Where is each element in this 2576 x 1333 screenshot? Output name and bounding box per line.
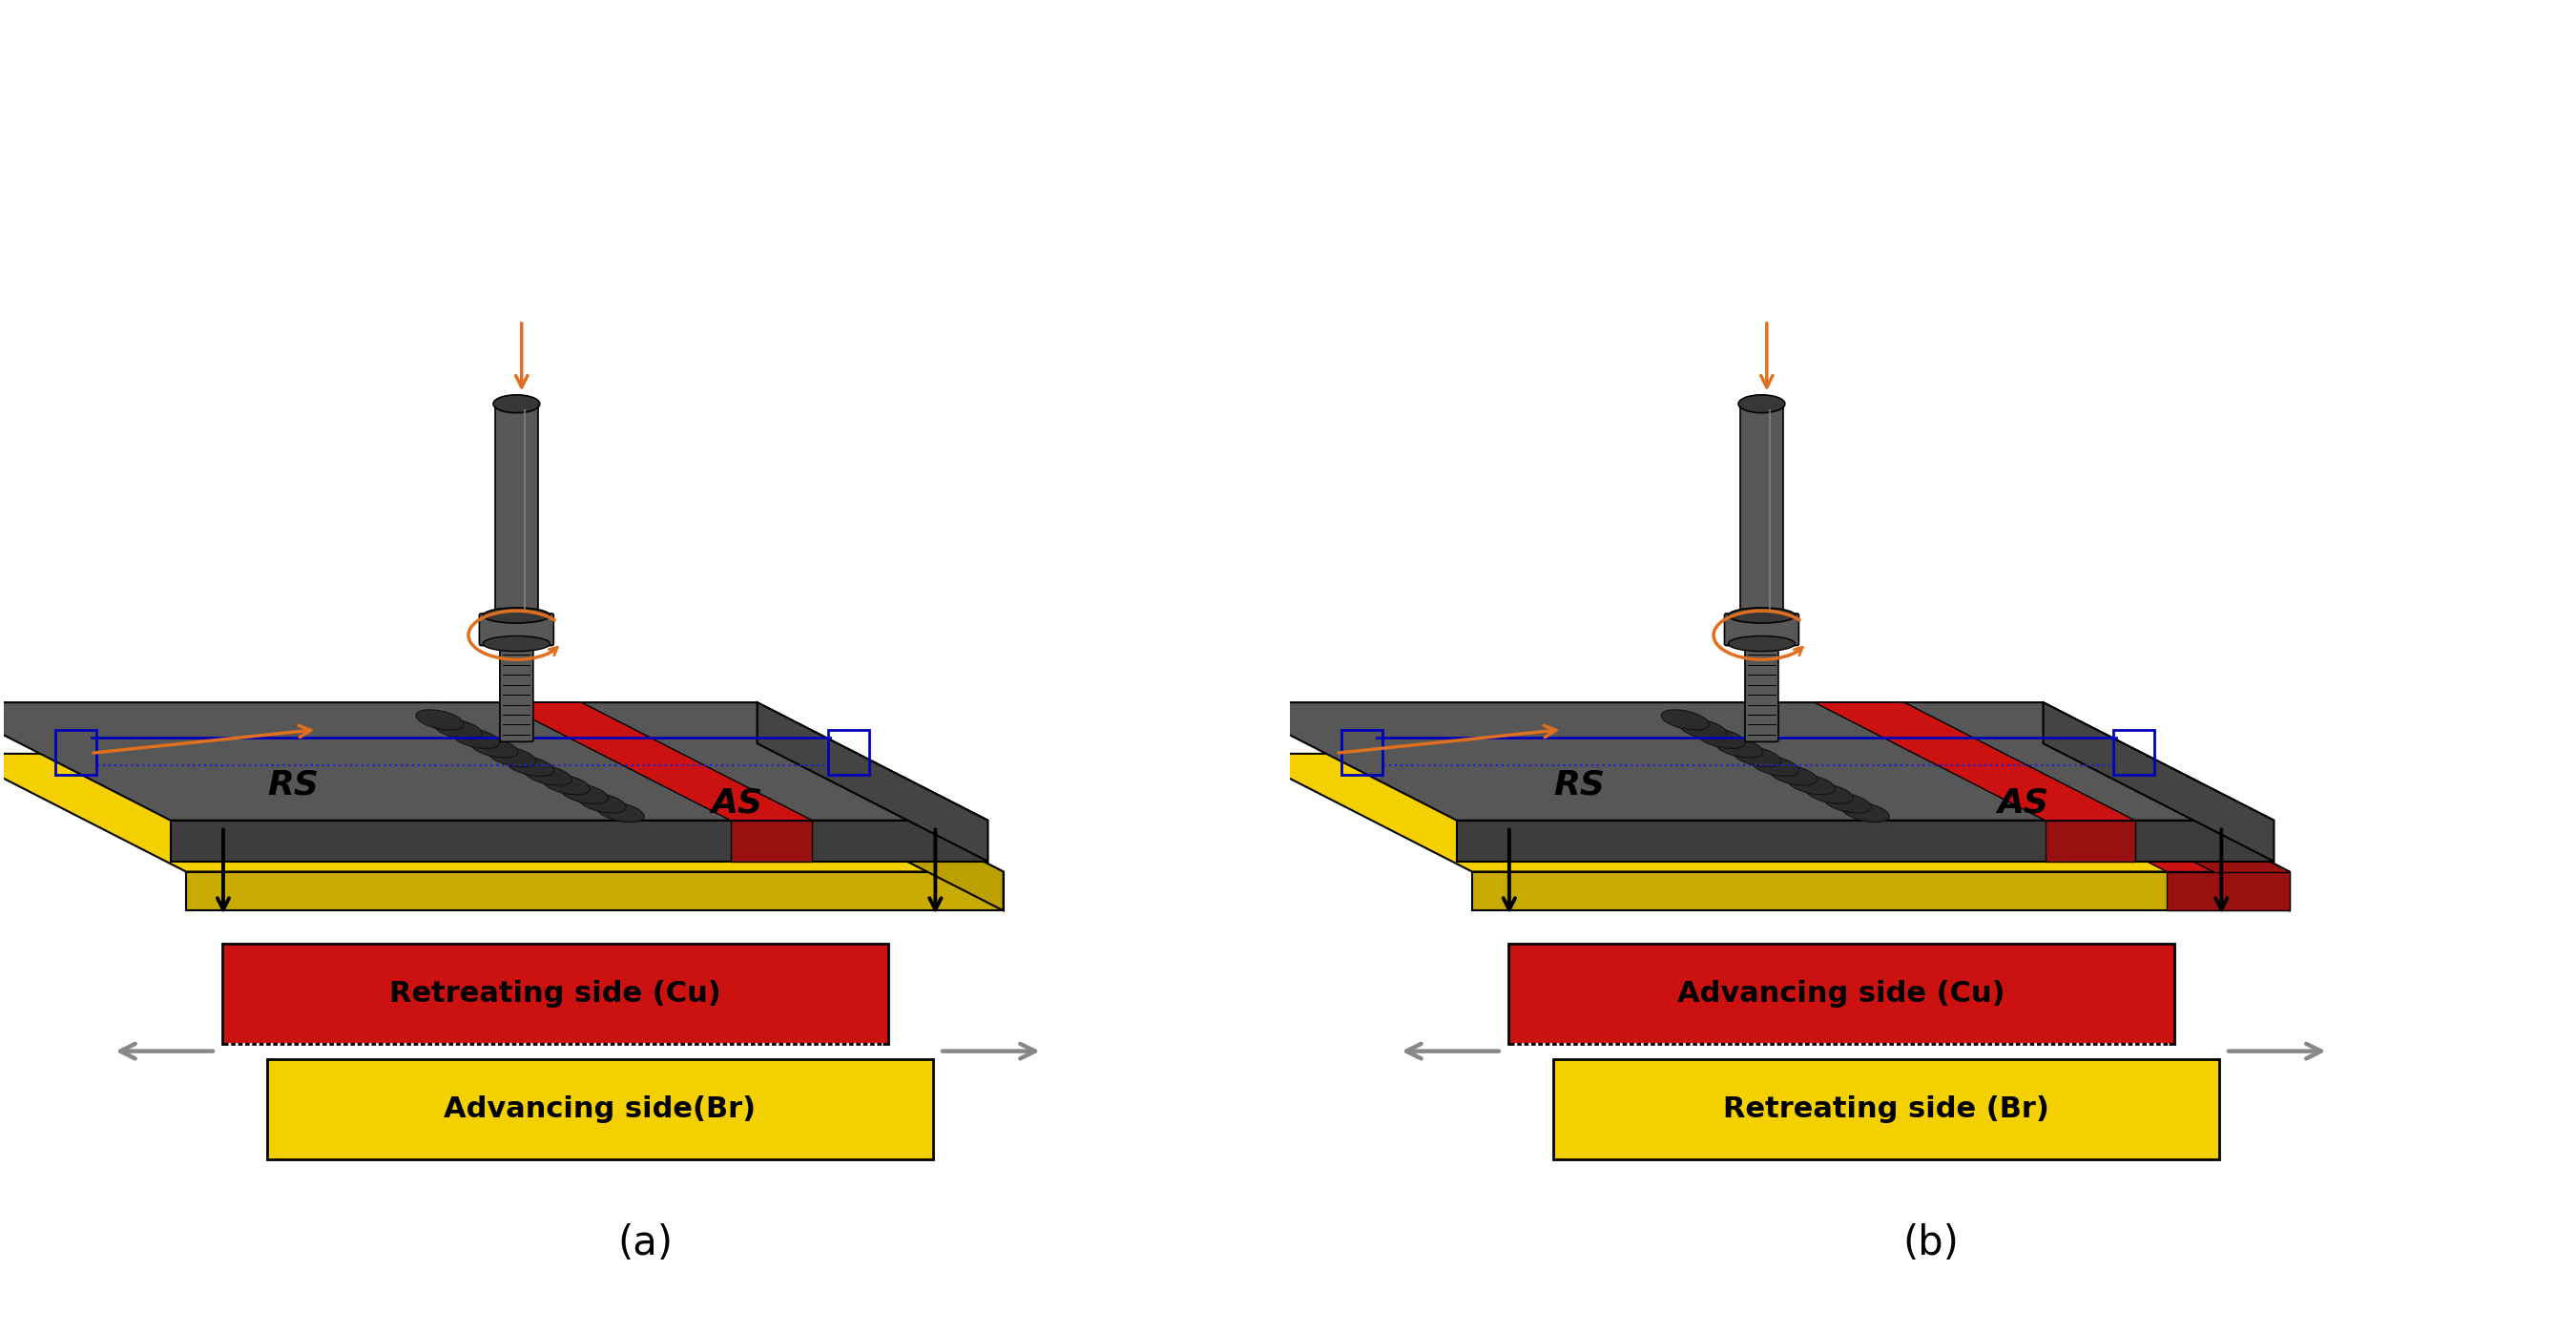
Polygon shape xyxy=(1937,753,2290,872)
Ellipse shape xyxy=(1752,756,1798,776)
Text: Retreating side (Cu): Retreating side (Cu) xyxy=(389,980,721,1008)
Bar xyxy=(54,729,95,774)
Polygon shape xyxy=(2058,753,2290,910)
Text: (a): (a) xyxy=(618,1224,672,1264)
Bar xyxy=(1741,404,1783,616)
Polygon shape xyxy=(0,702,989,820)
Ellipse shape xyxy=(1698,728,1744,748)
Text: Retreating side (Br): Retreating side (Br) xyxy=(1723,1094,2050,1122)
Polygon shape xyxy=(1814,702,2136,820)
Polygon shape xyxy=(2045,820,2136,861)
Ellipse shape xyxy=(507,756,554,776)
Ellipse shape xyxy=(1662,709,1708,730)
Polygon shape xyxy=(170,820,989,861)
Bar xyxy=(1507,944,2174,1044)
Text: RS: RS xyxy=(1553,769,1605,801)
Bar xyxy=(1553,1058,2221,1158)
Ellipse shape xyxy=(580,793,626,813)
Polygon shape xyxy=(500,702,811,820)
FancyBboxPatch shape xyxy=(500,641,533,741)
Ellipse shape xyxy=(435,718,482,740)
FancyBboxPatch shape xyxy=(1744,641,1777,741)
Bar xyxy=(1342,729,1383,774)
Polygon shape xyxy=(1471,872,2290,910)
Polygon shape xyxy=(773,753,1002,910)
Polygon shape xyxy=(1226,702,2275,820)
Text: RS: RS xyxy=(268,769,319,801)
FancyBboxPatch shape xyxy=(479,613,554,645)
Ellipse shape xyxy=(1680,718,1726,740)
Polygon shape xyxy=(2058,753,2290,910)
Ellipse shape xyxy=(598,802,644,822)
Text: Advancing side (Cu): Advancing side (Cu) xyxy=(1677,980,2004,1008)
Bar xyxy=(268,1058,933,1158)
Polygon shape xyxy=(1242,753,2290,872)
Bar xyxy=(827,729,868,774)
Ellipse shape xyxy=(1739,395,1785,413)
Polygon shape xyxy=(2043,702,2275,861)
FancyBboxPatch shape xyxy=(1723,613,1798,645)
Ellipse shape xyxy=(1806,784,1852,804)
Ellipse shape xyxy=(1728,608,1795,623)
Ellipse shape xyxy=(484,608,551,623)
Ellipse shape xyxy=(453,728,500,748)
Text: (b): (b) xyxy=(1904,1224,1960,1264)
Text: Advancing side(Br): Advancing side(Br) xyxy=(443,1094,757,1122)
Bar xyxy=(222,944,889,1044)
Polygon shape xyxy=(185,872,1002,910)
Ellipse shape xyxy=(1770,765,1816,785)
Bar xyxy=(2115,729,2154,774)
Ellipse shape xyxy=(489,746,536,766)
Ellipse shape xyxy=(1734,746,1780,766)
Ellipse shape xyxy=(471,737,518,757)
Ellipse shape xyxy=(1842,802,1888,822)
Ellipse shape xyxy=(492,395,541,413)
Polygon shape xyxy=(757,702,989,861)
Ellipse shape xyxy=(1716,737,1762,757)
Ellipse shape xyxy=(417,709,464,730)
Text: AS: AS xyxy=(1996,786,2048,820)
Bar xyxy=(495,404,538,616)
Polygon shape xyxy=(2166,872,2290,910)
Ellipse shape xyxy=(562,784,608,804)
Ellipse shape xyxy=(544,774,590,794)
Ellipse shape xyxy=(1788,774,1834,794)
Polygon shape xyxy=(0,753,1002,872)
Ellipse shape xyxy=(484,636,551,652)
Ellipse shape xyxy=(1728,636,1795,652)
Polygon shape xyxy=(732,820,811,861)
Ellipse shape xyxy=(526,765,572,785)
Ellipse shape xyxy=(1824,793,1870,813)
Text: AS: AS xyxy=(711,786,762,820)
Polygon shape xyxy=(1455,820,2275,861)
